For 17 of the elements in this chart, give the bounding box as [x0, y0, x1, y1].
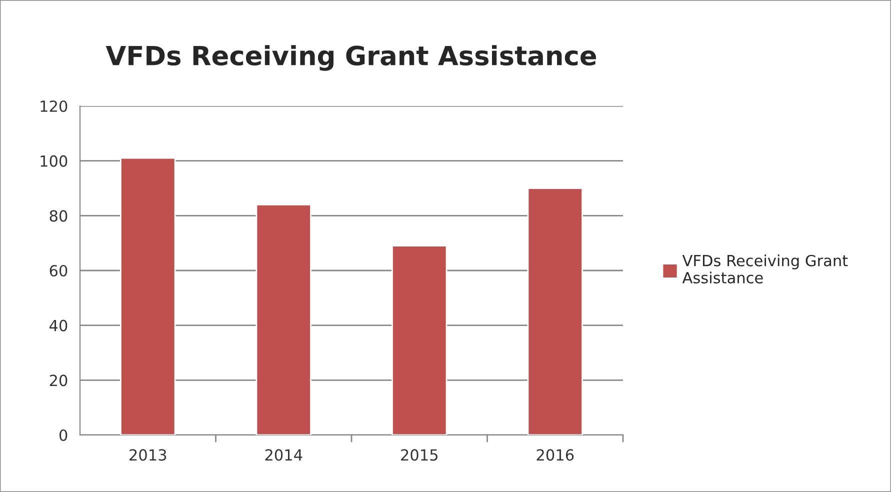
x-tick-label: 2016: [536, 449, 574, 461]
bar: [256, 204, 312, 435]
y-tick-label: 80: [50, 210, 68, 222]
x-tick-label: 2013: [130, 449, 166, 461]
y-tick-label: 20: [50, 374, 68, 386]
x-tick-label: 2015: [401, 449, 438, 461]
y-tick-label: 40: [50, 320, 68, 332]
bar: [392, 245, 448, 435]
y-tick-label: 120: [40, 100, 68, 112]
bar: [527, 188, 583, 435]
chart-title: VFDs Receiving Grant Assistance: [106, 45, 596, 71]
y-tick-label: 0: [59, 429, 68, 442]
legend-label: VFDs Receiving Grant Assistance: [682, 254, 848, 284]
bar: [120, 157, 176, 435]
y-tick-label: 100: [40, 155, 68, 167]
y-tick-label: 60: [50, 264, 68, 277]
x-tick-label: 2014: [265, 449, 302, 461]
